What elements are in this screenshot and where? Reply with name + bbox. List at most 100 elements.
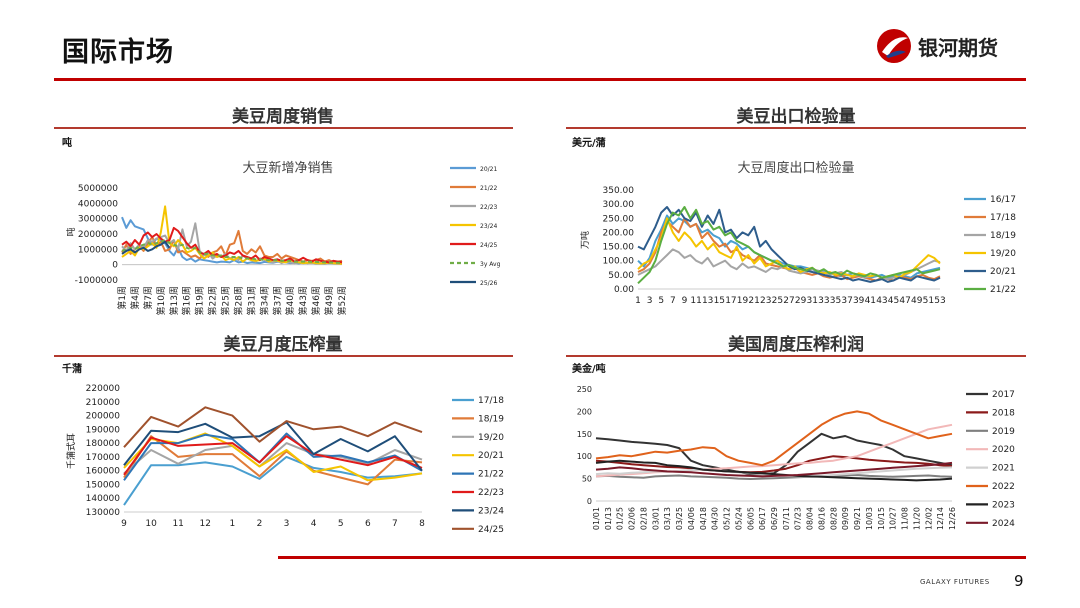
y-tick-label: 190000 [86, 425, 121, 435]
series-line-25-26 [121, 240, 171, 255]
x-tick-label: 11 [690, 296, 701, 306]
x-tick-label: 53 [934, 296, 945, 306]
y-tick-label: 140000 [86, 494, 121, 504]
legend-label: 21/22 [990, 285, 1016, 295]
x-tick-label: 5 [338, 519, 344, 529]
y-tick-label: 220000 [86, 384, 121, 394]
y-tick-label: 0 [112, 261, 118, 271]
y-tick-label: 5000000 [78, 184, 118, 194]
legend-label: 2018 [992, 408, 1015, 418]
y-tick-label: 300.00 [603, 200, 635, 210]
x-tick-label: 49 [911, 296, 923, 306]
y-tick-label: 250 [577, 385, 592, 394]
y-tick-label: 3000000 [78, 215, 118, 225]
y-axis-label: 吨 [65, 227, 77, 236]
x-tick-label: 47 [899, 296, 910, 306]
x-tick-label: 9 [682, 296, 688, 306]
footer-rule [278, 556, 1026, 559]
x-tick-label: 37 [841, 296, 852, 306]
legend-label: 24/25 [478, 525, 504, 535]
x-tick-label: 9 [121, 519, 127, 529]
series-line-17-18 [123, 455, 423, 506]
x-tick-label: 第28周 [232, 286, 244, 315]
series-line-21-22 [121, 229, 343, 264]
series-line-2020 [595, 423, 953, 478]
series-line-19-20 [637, 217, 941, 279]
logo-text: 银河期货 [918, 36, 998, 60]
series-line-24-25 [121, 226, 343, 264]
x-tick-label: 05/12 [723, 507, 732, 530]
x-tick-label: 10/03 [865, 507, 874, 530]
legend-label: 19/20 [478, 433, 504, 443]
series-line-24-25 [123, 406, 423, 448]
x-tick-label: 第40周 [284, 286, 296, 315]
x-tick-label: 3 [647, 296, 653, 306]
x-tick-label: 03/13 [663, 507, 672, 530]
unit-label: 美金/吨 [572, 364, 606, 375]
x-tick-label: 5 [658, 296, 664, 306]
series-line-2018 [595, 455, 953, 474]
legend-label: 23/24 [480, 223, 497, 230]
x-tick-label: 05/24 [734, 507, 743, 530]
x-tick-label: 08/28 [829, 507, 838, 530]
footer-brand: GALAXY FUTURES [920, 578, 990, 586]
unit-label: 千蒲 [62, 364, 82, 375]
y-axis-label: 千蒲式耳 [65, 433, 77, 469]
series-line-2024 [595, 461, 953, 478]
y-tick-label: 150.00 [603, 243, 635, 253]
series-line-3y-Avg [121, 239, 343, 264]
legend-label: 22/23 [478, 488, 504, 498]
logo: 银河期货 [874, 26, 1034, 66]
y-tick-label: 200.00 [603, 228, 635, 238]
x-tick-label: 15 [714, 296, 725, 306]
x-tick-label: 06/29 [770, 507, 779, 530]
x-tick-label: 04/18 [699, 507, 708, 530]
legend-label: 2019 [992, 427, 1015, 437]
page-title: 国际市场 [62, 37, 174, 68]
series-line-2022 [595, 410, 953, 467]
unit-label: 吨 [62, 138, 72, 149]
x-tick-label: 01/01 [592, 507, 601, 530]
legend-label: 21/22 [478, 470, 504, 480]
x-tick-label: 19 [737, 296, 749, 306]
section-title-export-inspection: 美豆出口检验量 [736, 107, 856, 127]
x-tick-label: 08/16 [817, 507, 826, 530]
x-tick-label: 12/14 [936, 507, 945, 530]
x-tick-label: 1 [229, 519, 235, 529]
series-line-2023 [595, 459, 953, 482]
y-tick-label: 250.00 [603, 214, 635, 224]
x-tick-label: 41 [865, 296, 876, 306]
legend-label: 22/23 [480, 204, 497, 211]
legend-label: 2022 [992, 482, 1015, 492]
y-tick-label: 0.00 [614, 285, 634, 295]
monthly-crush-chart: 千蒲式耳 220000 210000 200000 190000 180000 170000… [65, 384, 504, 535]
x-tick-label: 12/26 [948, 507, 957, 530]
x-tick-label: 4 [311, 519, 317, 529]
x-tick-label: 10/27 [889, 507, 898, 530]
x-tick-label: 07/23 [794, 507, 803, 530]
x-tick-label: 第7周 [142, 286, 154, 310]
y-tick-label: -1000000 [75, 276, 119, 286]
x-tick-label: 10 [145, 519, 157, 529]
legend-label: 3y Avg [480, 261, 501, 268]
x-tick-label: 01/25 [616, 507, 625, 530]
x-tick-label: 第1周 [116, 286, 128, 310]
x-tick-label: 06/05 [746, 507, 755, 530]
legend-label: 2020 [992, 445, 1015, 455]
legend-label: 17/18 [478, 396, 504, 406]
y-tick-label: 200 [577, 407, 592, 416]
chart-title: 大豆新增净销售 [242, 160, 333, 176]
x-tick-label: 第34周 [258, 286, 270, 315]
section-title-crush-margin: 美国周度压榨利润 [728, 335, 864, 355]
x-tick-label: 7 [670, 296, 676, 306]
chart-title: 大豆周度出口检验量 [737, 160, 854, 176]
x-tick-label: 02/18 [639, 507, 648, 530]
x-tick-label: 31 [807, 296, 818, 306]
x-tick-label: 第37周 [271, 286, 283, 315]
x-tick-label: 第49周 [323, 286, 335, 315]
x-tick-label: 03/25 [675, 507, 684, 530]
legend-label: 2017 [992, 390, 1015, 400]
x-tick-label: 第19周 [194, 286, 206, 315]
legend-label: 2021 [992, 464, 1015, 474]
series-line-22-23 [123, 435, 423, 476]
